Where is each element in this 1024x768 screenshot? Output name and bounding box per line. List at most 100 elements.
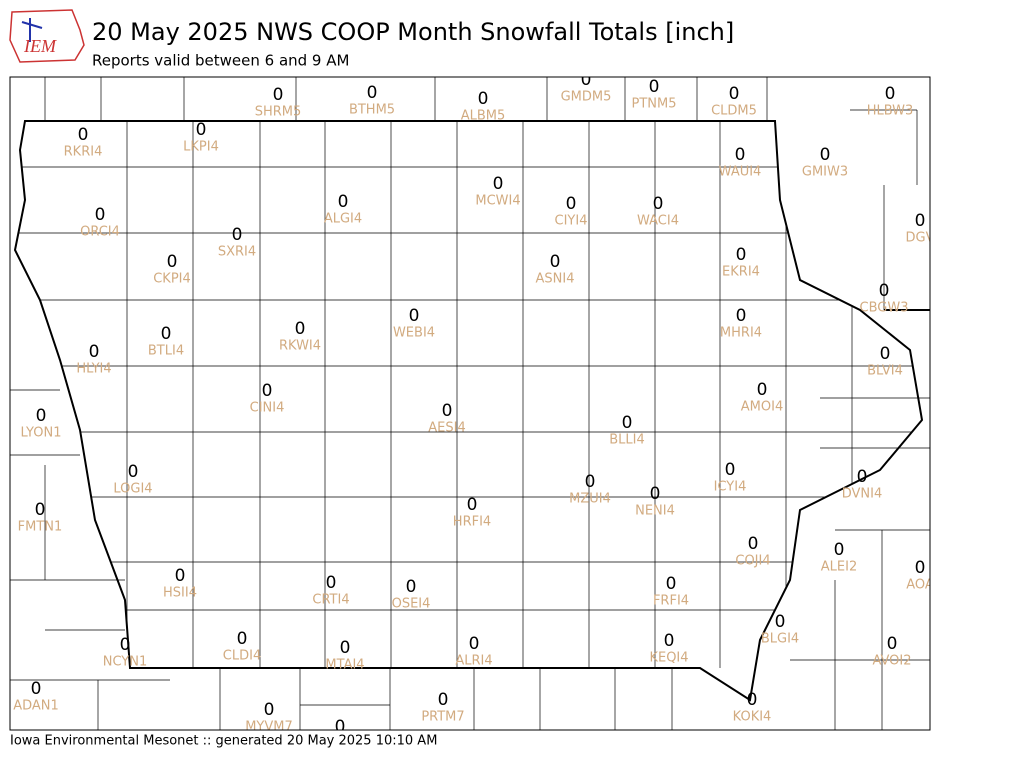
station-id: CKPI4 <box>153 272 191 287</box>
station-value: 0 <box>653 194 664 214</box>
station-value: 0 <box>167 252 178 272</box>
station-id: AOA <box>906 578 934 593</box>
station-value: 0 <box>550 252 561 272</box>
station-value: 0 <box>237 629 248 649</box>
station-id: MHRI4 <box>720 326 762 341</box>
station-value: 0 <box>438 690 449 710</box>
station-id: OSEI4 <box>392 597 431 612</box>
station-value: 0 <box>820 145 831 165</box>
station-id: BTLI4 <box>148 344 184 359</box>
station-value: 0 <box>775 612 786 632</box>
station-id: CLDI4 <box>223 649 261 664</box>
station-id: AVOI2 <box>872 654 911 669</box>
station-id: CBGW3 <box>860 301 909 316</box>
station-value: 0 <box>340 638 351 658</box>
station-id: LKPI4 <box>183 140 219 155</box>
title: 20 May 2025 NWS COOP Month Snowfall Tota… <box>92 18 734 46</box>
station-value: 0 <box>649 77 660 97</box>
station-value: 0 <box>729 84 740 104</box>
station-id: LOGI4 <box>113 482 152 497</box>
station-value: 0 <box>295 319 306 339</box>
station-value: 0 <box>493 174 504 194</box>
station-id: ASNI4 <box>536 272 575 287</box>
station-id: ORCI4 <box>80 225 120 240</box>
station-id: BLVI4 <box>867 364 903 379</box>
station-id: FMTN1 <box>18 520 63 535</box>
station-id: GMDM5 <box>561 90 612 105</box>
station-id: MTAI4 <box>325 658 364 673</box>
station-value: 0 <box>128 462 139 482</box>
station-id: RKWI4 <box>279 339 321 354</box>
neighbor-counties <box>10 77 930 730</box>
station-value: 0 <box>262 381 273 401</box>
station-value: 0 <box>585 472 596 492</box>
station-value: 0 <box>89 342 100 362</box>
station-id: HLYI4 <box>76 362 111 377</box>
station-value: 0 <box>666 574 677 594</box>
station-value: 0 <box>757 380 768 400</box>
station-value: 0 <box>273 85 284 105</box>
station-value: 0 <box>467 495 478 515</box>
station-id: HSII4 <box>163 586 197 601</box>
station-id: BLGI4 <box>761 632 799 647</box>
station-value: 0 <box>196 120 207 140</box>
station-id: WACI4 <box>637 214 679 229</box>
stations: 0 SHRM5 0 BTHM5 0 ALBM5 0 GMDM5 0 PTNM5 0 CLDM5 0 HLB… <box>13 77 935 737</box>
station-id: AESI4 <box>428 421 465 436</box>
footer: Iowa Environmental Mesonet :: generated … <box>10 734 437 749</box>
station-value: 0 <box>915 211 926 231</box>
station-value: 0 <box>409 306 420 326</box>
station-id: RKRI4 <box>64 145 103 160</box>
station-id: EKRI4 <box>722 265 760 280</box>
station-value: 0 <box>161 324 172 344</box>
station-id: MYVM7 <box>245 720 293 735</box>
station-id: DVNI4 <box>842 487 883 502</box>
station-value: 0 <box>175 566 186 586</box>
station-value: 0 <box>326 573 337 593</box>
station-id: ICYI4 <box>714 480 747 495</box>
station-id: PTNM5 <box>632 97 677 112</box>
station-value: 0 <box>338 192 349 212</box>
station-value: 0 <box>725 460 736 480</box>
station-id: CIYI4 <box>555 214 588 229</box>
station-value: 0 <box>736 245 747 265</box>
station-value: 0 <box>442 401 453 421</box>
station-id: WAUI4 <box>719 165 762 180</box>
station-value: 0 <box>335 717 346 737</box>
station-id: ALRI4 <box>455 654 492 669</box>
station-value: 0 <box>650 484 661 504</box>
map-frame <box>9 76 931 731</box>
station-id: ALEI2 <box>821 560 857 575</box>
station-value: 0 <box>885 84 896 104</box>
station-id: FRFI4 <box>653 594 689 609</box>
station-value: 0 <box>879 281 890 301</box>
station-id: LYON1 <box>21 426 62 441</box>
station-id: ADAN1 <box>13 699 59 714</box>
station-id: GMIW3 <box>802 165 848 180</box>
logo-text: IEM <box>23 36 57 56</box>
station-value: 0 <box>35 500 46 520</box>
station-id: KEQI4 <box>649 651 688 666</box>
station-id: NENI4 <box>635 504 675 519</box>
station-id: NCYN1 <box>103 655 148 670</box>
station-value: 0 <box>78 125 89 145</box>
station-id: ALGI4 <box>324 212 362 227</box>
station-id: COJI4 <box>735 554 770 569</box>
station-id: MZUI4 <box>569 492 611 507</box>
station-value: 0 <box>857 467 868 487</box>
station-id: DGV <box>906 231 935 246</box>
station-id: PRTM7 <box>421 710 464 725</box>
station-value: 0 <box>887 634 898 654</box>
station-value: 0 <box>834 540 845 560</box>
station-id: HRFI4 <box>453 515 491 530</box>
station-value: 0 <box>36 406 47 426</box>
logo: IEM <box>9 9 85 63</box>
station-value: 0 <box>622 413 633 433</box>
map: 0 SHRM5 0 BTHM5 0 ALBM5 0 GMDM5 0 PTNM5 0 CLDM5 0 HLB… <box>10 77 935 737</box>
iowa-counties <box>15 121 922 668</box>
subtitle: Reports valid between 6 and 9 AM <box>92 52 349 70</box>
station-value: 0 <box>264 700 275 720</box>
station-value: 0 <box>736 306 747 326</box>
